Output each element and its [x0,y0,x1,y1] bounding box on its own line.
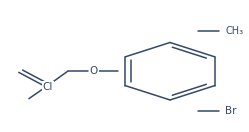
Text: Br: Br [225,106,237,116]
Text: O: O [89,66,98,76]
Text: Cl: Cl [43,82,53,92]
Text: CH₃: CH₃ [225,26,244,36]
